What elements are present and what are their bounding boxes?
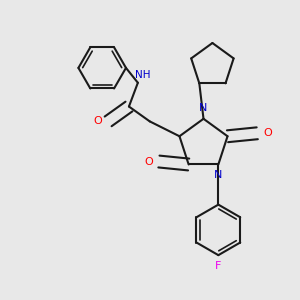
Text: O: O [144,157,153,166]
Text: O: O [263,128,272,138]
Text: F: F [215,261,221,272]
Text: N: N [214,170,223,180]
Text: NH: NH [135,70,150,80]
Text: O: O [93,116,102,126]
Text: N: N [199,103,208,113]
